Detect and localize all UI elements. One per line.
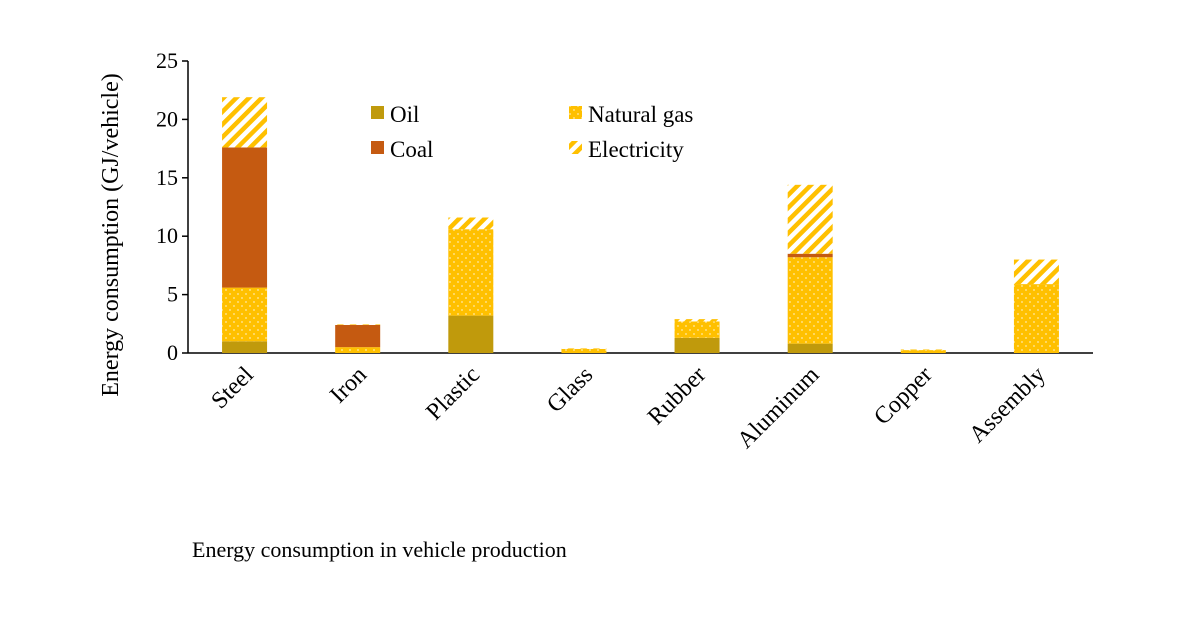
legend: Oil Natural gas Coal Electricity bbox=[371, 102, 693, 162]
legend-swatch-natural-gas bbox=[569, 106, 582, 119]
bar-assembly-electricity bbox=[1013, 259, 1059, 285]
bar-rubber-electricity bbox=[674, 319, 720, 322]
bar-assembly-natural-gas bbox=[1013, 284, 1059, 353]
x-tick-label-plastic: Plastic bbox=[421, 362, 485, 426]
bar-stack-rubber bbox=[674, 319, 720, 353]
x-tick-label-glass: Glass bbox=[542, 362, 598, 418]
bar-copper-electricity bbox=[900, 349, 946, 351]
y-tick-label: 5 bbox=[167, 282, 178, 307]
bar-plastic-natural-gas bbox=[448, 229, 494, 316]
x-tick-label-aluminum: Aluminum bbox=[732, 362, 824, 454]
bar-rubber-natural-gas bbox=[674, 321, 720, 338]
legend-label-electricity: Electricity bbox=[588, 137, 684, 162]
bar-plastic-electricity bbox=[448, 217, 494, 230]
bar-stack-glass bbox=[561, 348, 607, 353]
bar-steel-coal bbox=[222, 147, 268, 288]
stacked-bar-chart: Energy consumption (GJ/vehicle) 0 5 10 15 20… bbox=[98, 48, 1093, 454]
y-tick-label: 15 bbox=[156, 165, 178, 190]
bar-aluminum-electricity bbox=[787, 184, 833, 254]
bar-stack-aluminum bbox=[787, 184, 833, 353]
bar-steel-electricity bbox=[222, 97, 268, 148]
figure-caption: Energy consumption in vehicle production bbox=[192, 537, 567, 562]
bar-stack-copper bbox=[900, 349, 946, 353]
bar-stack-plastic bbox=[448, 217, 494, 353]
legend-label-natural-gas: Natural gas bbox=[588, 102, 693, 127]
bar-stack-assembly bbox=[1013, 259, 1059, 353]
y-tick-label: 25 bbox=[156, 48, 178, 73]
x-axis-labels: Steel Iron Plastic Glass Rubber Aluminum Coppe… bbox=[206, 362, 1050, 454]
legend-swatch-coal bbox=[371, 141, 384, 154]
bar-iron-electricity bbox=[335, 324, 381, 325]
bar-iron-natural-gas bbox=[335, 347, 381, 353]
legend-item-oil: Oil bbox=[371, 102, 419, 127]
y-axis-title: Energy consumption (GJ/vehicle) bbox=[98, 73, 124, 396]
y-tick-label: 20 bbox=[156, 106, 178, 131]
bar-steel-oil bbox=[222, 341, 268, 353]
bar-rubber-oil bbox=[674, 337, 720, 353]
y-tick-label: 0 bbox=[167, 340, 178, 365]
legend-swatch-oil bbox=[371, 106, 384, 119]
bar-glass-electricity bbox=[561, 348, 607, 349]
bar-aluminum-natural-gas bbox=[787, 257, 833, 344]
bar-plastic-oil bbox=[448, 315, 494, 353]
bars bbox=[222, 97, 1059, 353]
legend-item-electricity: Electricity bbox=[569, 137, 684, 162]
x-tick-label-iron: Iron bbox=[325, 362, 372, 409]
bar-glass-natural-gas bbox=[561, 348, 607, 353]
bar-steel-natural-gas bbox=[222, 287, 268, 342]
legend-swatch-electricity bbox=[569, 141, 582, 154]
x-tick-label-steel: Steel bbox=[206, 362, 259, 415]
x-tick-label-rubber: Rubber bbox=[643, 362, 711, 430]
bar-iron-coal bbox=[335, 324, 381, 348]
bar-copper-natural-gas bbox=[900, 350, 946, 353]
legend-item-natural-gas: Natural gas bbox=[569, 102, 693, 127]
bar-aluminum-coal bbox=[787, 253, 833, 258]
y-axis-ticks: 0 5 10 15 20 25 bbox=[156, 48, 188, 365]
y-tick-label: 10 bbox=[156, 223, 178, 248]
x-tick-label-copper: Copper bbox=[869, 362, 937, 430]
legend-label-coal: Coal bbox=[390, 137, 433, 162]
bar-stack-steel bbox=[222, 97, 268, 353]
bar-stack-iron bbox=[335, 324, 381, 353]
legend-item-coal: Coal bbox=[371, 137, 433, 162]
legend-label-oil: Oil bbox=[390, 102, 419, 127]
bar-aluminum-oil bbox=[787, 343, 833, 353]
x-tick-label-assembly: Assembly bbox=[964, 362, 1050, 448]
